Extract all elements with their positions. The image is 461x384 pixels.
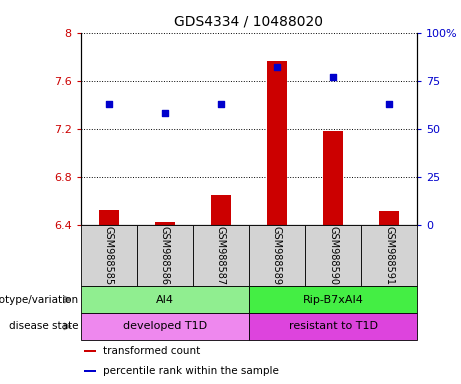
Bar bbox=[81, 313, 249, 340]
Text: GSM988585: GSM988585 bbox=[104, 227, 114, 286]
Bar bbox=[379, 212, 399, 225]
Title: GDS4334 / 10488020: GDS4334 / 10488020 bbox=[174, 15, 324, 29]
Text: genotype/variation: genotype/variation bbox=[0, 295, 78, 305]
Bar bbox=[267, 61, 287, 225]
Text: percentile rank within the sample: percentile rank within the sample bbox=[102, 366, 278, 376]
Bar bbox=[84, 350, 96, 353]
Bar bbox=[99, 210, 118, 225]
Text: Rip-B7xAI4: Rip-B7xAI4 bbox=[302, 295, 364, 305]
Bar bbox=[249, 225, 305, 286]
Point bbox=[329, 74, 337, 80]
Text: developed T1D: developed T1D bbox=[123, 321, 207, 331]
Bar bbox=[305, 225, 361, 286]
Point bbox=[385, 101, 393, 107]
Text: GSM988590: GSM988590 bbox=[328, 227, 338, 285]
Point bbox=[105, 101, 112, 107]
Text: AI4: AI4 bbox=[156, 295, 174, 305]
Point bbox=[273, 64, 281, 70]
Point bbox=[161, 110, 168, 116]
Bar bbox=[81, 225, 137, 286]
Point bbox=[217, 101, 225, 107]
Bar bbox=[84, 370, 96, 372]
Text: GSM988587: GSM988587 bbox=[216, 227, 226, 286]
Text: GSM988591: GSM988591 bbox=[384, 227, 394, 285]
Text: GSM988589: GSM988589 bbox=[272, 227, 282, 285]
Text: disease state: disease state bbox=[9, 321, 78, 331]
Bar bbox=[361, 225, 417, 286]
Text: GSM988586: GSM988586 bbox=[160, 227, 170, 285]
Bar bbox=[137, 225, 193, 286]
Bar bbox=[193, 225, 249, 286]
Text: transformed count: transformed count bbox=[102, 346, 200, 356]
Bar bbox=[81, 286, 249, 313]
Text: resistant to T1D: resistant to T1D bbox=[289, 321, 378, 331]
Bar bbox=[249, 313, 417, 340]
Bar bbox=[249, 286, 417, 313]
Bar bbox=[323, 131, 343, 225]
Bar bbox=[211, 195, 230, 225]
Bar bbox=[155, 222, 175, 225]
